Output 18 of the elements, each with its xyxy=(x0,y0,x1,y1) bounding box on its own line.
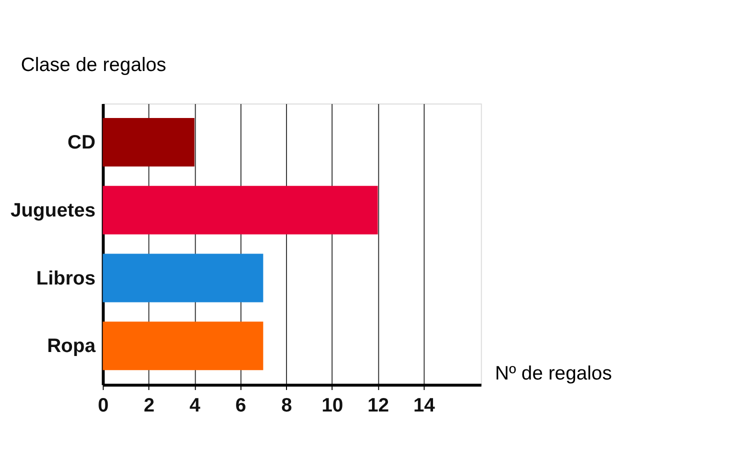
bar xyxy=(102,322,264,370)
bar xyxy=(102,254,264,302)
x-tick-label: 8 xyxy=(281,394,292,416)
x-tick-label: 10 xyxy=(322,394,344,416)
y-tick-label: Ropa xyxy=(47,335,96,358)
bar xyxy=(102,186,378,234)
y-axis-title: Clase de regalos xyxy=(20,54,166,76)
bar xyxy=(102,118,194,167)
y-tick-label: Libros xyxy=(36,267,96,290)
x-tick-label: 6 xyxy=(235,394,246,416)
x-tick-label: 12 xyxy=(367,394,390,416)
y-tick-label: Juguetes xyxy=(10,199,96,222)
y-tick-label: CD xyxy=(68,132,96,154)
x-tick-label: 2 xyxy=(144,394,154,416)
x-axis-title: Nº de regalos xyxy=(494,362,612,384)
x-tick-label: 0 xyxy=(98,394,109,416)
x-tick-label: 4 xyxy=(190,394,201,416)
x-tick-label: 14 xyxy=(413,394,436,416)
